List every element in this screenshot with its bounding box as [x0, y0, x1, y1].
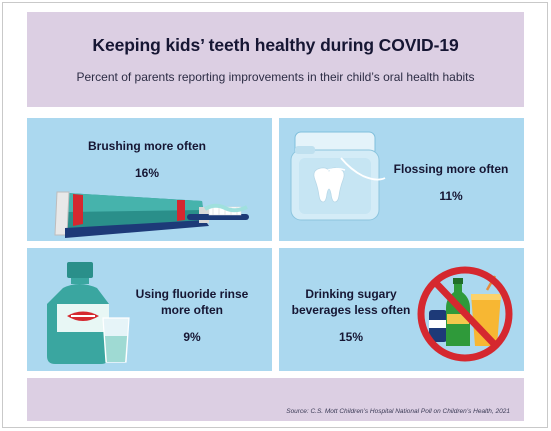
page-subtitle: Percent of parents reporting improvement… [76, 70, 475, 84]
flossing-label: Flossing more often [393, 162, 509, 176]
rinse-percent: 9% [183, 330, 201, 344]
brushing-percent: 16% [134, 166, 160, 180]
page-title: Keeping kids’ teeth healthy during COVID… [92, 35, 459, 55]
rinse-label-line1: Using fluoride rinse [135, 287, 249, 301]
no-sugary-drinks-icon [417, 266, 513, 362]
panel-sugary-beverages: Drinking sugary beverages less often 15% [279, 248, 524, 371]
panel-flossing: Flossing more often 11% [279, 118, 524, 241]
floss-tooth-icon [290, 131, 386, 221]
beverages-label-line2: beverages less often [291, 303, 411, 317]
brushing-label: Brushing more often [87, 139, 206, 153]
beverages-percent: 15% [338, 330, 364, 344]
source-note: Source: C.S. Mott Children’s Hospital Na… [286, 408, 510, 415]
panel-fluoride-rinse: Using fluoride rinse more often 9% [27, 248, 272, 371]
toothpaste-toothbrush-icon [54, 191, 249, 238]
flossing-percent: 11% [439, 189, 463, 203]
header-banner: Keeping kids’ teeth healthy during COVID… [27, 12, 524, 107]
beverages-label-line1: Drinking sugary [305, 287, 397, 301]
rinse-label-line2: more often [160, 303, 223, 317]
footer-banner: Source: C.S. Mott Children’s Hospital Na… [27, 378, 524, 421]
panel-brushing: Brushing more often 16% [27, 118, 272, 241]
mouthwash-cup-icon [47, 262, 130, 364]
